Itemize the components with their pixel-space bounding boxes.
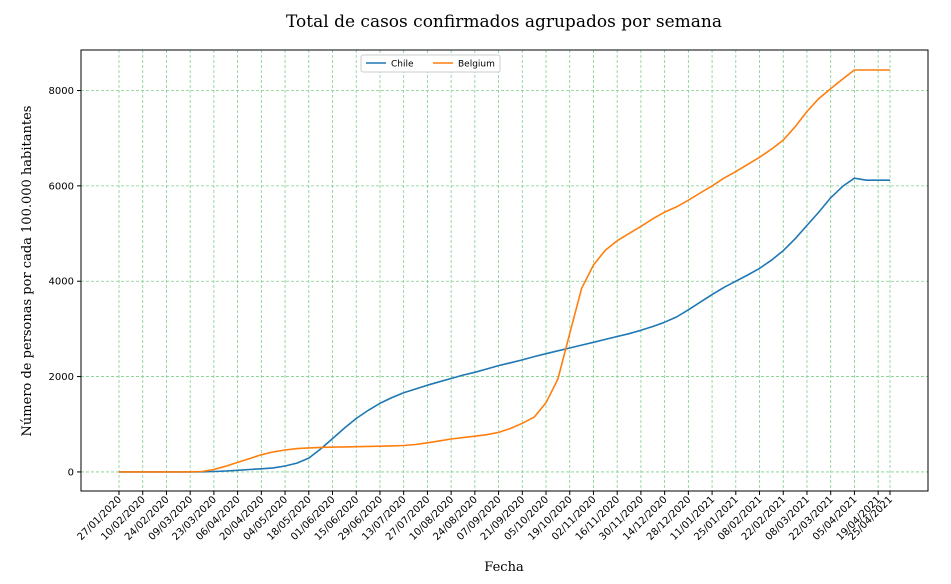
y-tick-label: 8000 <box>49 86 74 97</box>
series-lines <box>119 69 890 473</box>
y-axis-label: Número de personas por cada 100.000 habi… <box>20 106 35 437</box>
legend-label-chile: Chile <box>391 60 414 70</box>
y-tick-label: 2000 <box>49 372 74 383</box>
series-line-belgium <box>119 69 890 473</box>
y-tick-label: 0 <box>68 467 74 478</box>
legend: Chile Belgium <box>360 54 501 73</box>
grid-lines <box>81 50 928 491</box>
y-axis-ticks: 0 2000 4000 6000 8000 <box>49 86 81 478</box>
legend-box <box>360 54 501 73</box>
x-axis-ticks: 27/01/202010/02/202024/02/202009/03/2020… <box>76 491 895 543</box>
y-tick-label: 4000 <box>49 277 74 288</box>
y-tick-label: 6000 <box>49 181 74 192</box>
plot-frame <box>80 49 929 492</box>
chart-title: Total de casos confirmados agrupados por… <box>286 12 722 32</box>
x-axis-label: Fecha <box>484 560 524 575</box>
series-line-chile <box>119 177 890 473</box>
legend-label-belgium: Belgium <box>458 60 495 70</box>
